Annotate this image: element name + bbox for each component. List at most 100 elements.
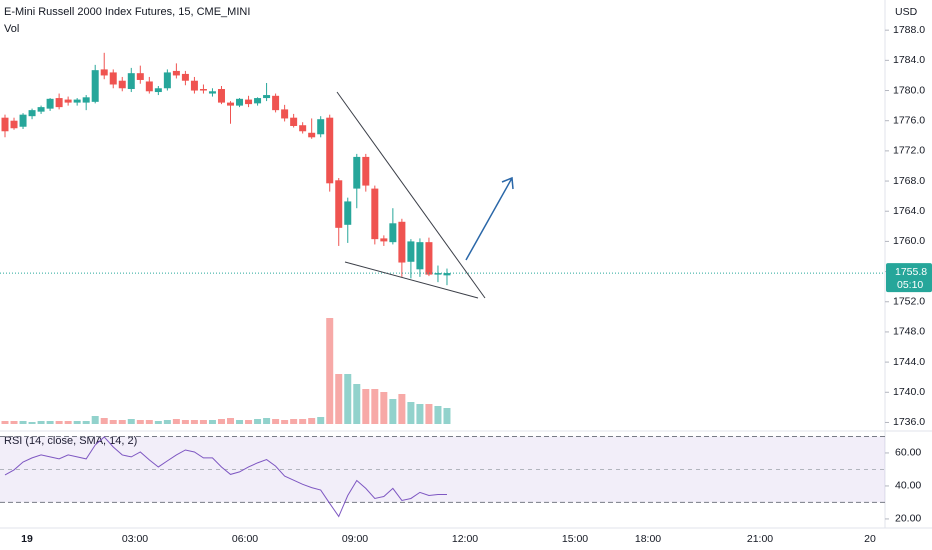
- candle-body: [299, 125, 307, 132]
- candle-body: [19, 114, 27, 127]
- volume-bar: [227, 418, 234, 424]
- volume-bar: [443, 408, 451, 424]
- volume-bar: [82, 421, 90, 424]
- y-tick-label: 1764.0: [893, 205, 925, 217]
- candle-body: [407, 241, 415, 262]
- volume-bar: [37, 421, 45, 424]
- candle-body: [163, 72, 171, 89]
- candle-body: [217, 89, 225, 103]
- candle-body: [344, 201, 352, 225]
- candle-body: [28, 110, 36, 117]
- candle-body: [263, 95, 271, 99]
- arrow-head: [501, 176, 514, 190]
- candle-body: [100, 69, 108, 76]
- y-tick-label: 1736.0: [893, 416, 925, 428]
- last-price-label: 1755.8: [895, 266, 927, 278]
- candle-body: [46, 98, 54, 109]
- wedge-lower: [344, 261, 479, 299]
- candle-body: [154, 88, 162, 93]
- candle-body: [227, 102, 234, 106]
- candle-body: [362, 156, 370, 186]
- volume-bar: [362, 389, 370, 424]
- x-tick-label: 06:00: [232, 533, 258, 545]
- candle-body: [91, 70, 99, 102]
- y-tick-label: 1748.0: [893, 326, 925, 338]
- volume-bar: [73, 421, 81, 424]
- volume-bar: [389, 399, 397, 424]
- volume-bar: [127, 419, 135, 424]
- y-tick-label: 1752.0: [893, 296, 925, 308]
- volume-bar: [46, 421, 54, 424]
- candle-body: [181, 73, 189, 81]
- y-tick-label: 20.00: [895, 513, 921, 525]
- volume-bar: [398, 394, 406, 424]
- candle-body: [281, 109, 289, 119]
- volume-bar: [190, 420, 198, 424]
- volume-bar: [217, 419, 225, 424]
- candle-body: [272, 95, 280, 111]
- volume-bar: [335, 374, 343, 424]
- y-tick-label: 1788.0: [893, 24, 925, 36]
- candle-body: [254, 98, 262, 104]
- candle-body: [245, 99, 253, 105]
- y-tick-label: 1780.0: [893, 84, 925, 96]
- candle-body: [380, 238, 388, 242]
- last-price-box: [886, 263, 932, 293]
- candle-body: [335, 180, 343, 228]
- y-tick-label: 1744.0: [893, 356, 925, 368]
- candle-body: [1, 117, 9, 132]
- x-tick-label: 19: [21, 533, 33, 545]
- volume-bar: [19, 421, 27, 424]
- volume-bar: [91, 416, 99, 424]
- candle-body: [326, 117, 334, 184]
- volume-bar: [136, 420, 144, 424]
- candle-body: [308, 132, 316, 138]
- y-tick-label: 60.00: [895, 447, 921, 459]
- candle-body: [443, 273, 451, 276]
- x-tick-label: 12:00: [452, 533, 478, 545]
- volume-bar: [326, 318, 334, 424]
- volume-bar: [28, 422, 36, 424]
- volume-bar: [263, 418, 271, 424]
- candle-body: [37, 107, 45, 112]
- volume-bar: [10, 421, 18, 424]
- volume-bar: [64, 421, 72, 424]
- rsi-title: RSI (14, close, SMA, 14, 2): [4, 435, 137, 447]
- volume-bar: [290, 419, 298, 424]
- candle-body: [434, 273, 442, 275]
- y-tick-label: 1772.0: [893, 145, 925, 157]
- volume-bar: [254, 419, 262, 424]
- y-tick-label: 1740.0: [893, 386, 925, 398]
- volume-bar: [145, 420, 153, 424]
- volume-bar: [172, 419, 180, 424]
- candle-body: [208, 91, 216, 94]
- volume-bar: [281, 420, 289, 424]
- volume-bar: [154, 421, 162, 424]
- volume-bar: [416, 404, 424, 424]
- x-tick-label: 09:00: [342, 533, 368, 545]
- candle-body: [64, 99, 72, 103]
- x-tick-label: 21:00: [747, 533, 773, 545]
- candle-body: [389, 223, 397, 243]
- volume-bar: [344, 374, 352, 424]
- candle-body: [10, 120, 18, 129]
- volume-bar: [434, 406, 442, 424]
- volume-bar: [380, 392, 388, 424]
- volume-bar: [371, 389, 379, 424]
- candle-body: [290, 117, 298, 126]
- currency-label: USD: [895, 6, 918, 18]
- x-tick-label: 03:00: [122, 533, 148, 545]
- candle-body: [136, 73, 144, 80]
- x-tick-label: 18:00: [635, 533, 661, 545]
- volume-bar: [353, 384, 361, 424]
- arrow: [465, 177, 513, 261]
- volume-bar: [272, 419, 280, 424]
- candle-body: [353, 156, 361, 189]
- candle-body: [190, 80, 198, 91]
- volume-bar: [181, 420, 189, 424]
- volume-bar: [208, 420, 216, 424]
- volume-bar: [199, 420, 207, 424]
- candle-body: [199, 89, 207, 91]
- candle-body: [145, 81, 153, 92]
